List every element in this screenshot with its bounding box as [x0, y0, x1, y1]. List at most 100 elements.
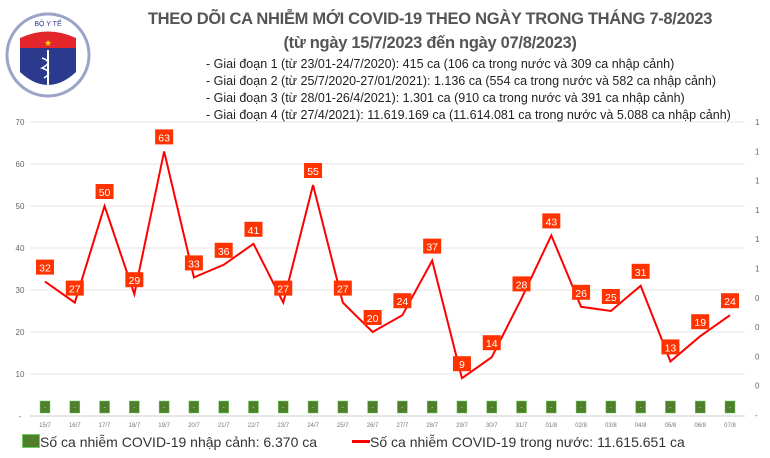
svg-text:BỘ Y TẾ: BỘ Y TẾ [34, 18, 62, 28]
point-label-box [691, 314, 710, 330]
x-tick-label: 01/8 [545, 423, 557, 429]
bar-data-label: - [134, 405, 136, 411]
point-label-box [393, 293, 412, 309]
x-tick-label: 15/7 [39, 423, 51, 429]
legend-imported: Số ca nhiễm COVID-19 nhập cảnh: 6.370 ca [22, 434, 317, 450]
left-tick-label: 70 [16, 118, 25, 127]
bar-imported [218, 400, 229, 414]
bar-imported [546, 400, 557, 414]
bar-imported [188, 400, 200, 414]
point-label: 14 [486, 338, 498, 350]
left-tick-label: 20 [16, 328, 25, 337]
x-tick-label: 25/7 [337, 423, 349, 429]
point-label: 27 [277, 284, 289, 296]
left-tick-label: 30 [16, 286, 25, 295]
bar-imported [99, 400, 110, 414]
point-label: 41 [248, 225, 260, 237]
bar-data-label: - [223, 405, 225, 411]
right-tick-label: 0 [755, 294, 760, 303]
right-tick-label: 0 [755, 352, 760, 361]
right-tick-label: 0 [755, 382, 760, 391]
svg-text:★: ★ [44, 38, 52, 48]
point-label: 31 [635, 267, 647, 279]
bar-data-label: - [610, 405, 612, 411]
bar-data-label: - [282, 405, 284, 411]
point-label-box [244, 221, 263, 237]
bar-data-label: - [491, 405, 493, 411]
left-tick-label: - [19, 412, 22, 421]
point-label-box [333, 280, 352, 296]
point-label: 24 [397, 296, 409, 308]
point-label: 43 [545, 216, 557, 228]
point-label: 28 [516, 279, 528, 291]
bar-imported [665, 400, 676, 414]
point-label: 63 [158, 132, 170, 144]
legend-swatch-green [22, 434, 40, 448]
right-tick-label: 0 [755, 323, 760, 332]
left-tick-label: 50 [16, 202, 25, 211]
bar-imported [158, 400, 170, 414]
x-tick-label: 07/8 [724, 423, 736, 429]
bar-imported [635, 400, 646, 414]
x-tick-label: 27/7 [397, 423, 409, 429]
point-label-box [512, 276, 531, 292]
right-tick-label: 1 [755, 147, 760, 156]
right-tick-label: 1 [755, 235, 760, 244]
point-label-box [542, 213, 561, 229]
point-label-box [423, 238, 442, 254]
point-label-box [601, 289, 620, 304]
bar-data-label: - [74, 405, 76, 411]
left-tick-label: 40 [16, 244, 25, 253]
x-tick-label: 16/7 [69, 423, 81, 429]
point-label: 25 [605, 292, 617, 304]
point-label: 36 [218, 246, 230, 258]
bar-data-label: - [104, 405, 106, 411]
legend-swatch-red [352, 440, 370, 443]
point-label-box [631, 263, 650, 279]
point-label-box [661, 339, 680, 355]
x-tick-label: 19/7 [158, 423, 170, 429]
x-tick-label: 04/8 [635, 423, 647, 429]
point-label: 9 [459, 359, 465, 371]
point-label: 19 [694, 317, 706, 329]
x-tick-label: 06/8 [694, 423, 706, 429]
x-tick-label: 18/7 [129, 423, 141, 429]
point-label-box [452, 356, 471, 372]
phase-3-note: - Giai đoạn 3 (từ 28/01-26/4/2021): 1.30… [206, 91, 685, 105]
point-label-box [65, 280, 84, 296]
point-label: 33 [188, 258, 200, 270]
left-tick-label: 60 [16, 160, 25, 169]
x-tick-label: 24/7 [307, 423, 319, 429]
point-label: 26 [575, 288, 587, 300]
legend-imported-label: Số ca nhiễm COVID-19 nhập cảnh: 6.370 ca [40, 434, 318, 450]
bar-imported [605, 400, 617, 414]
point-label-box [125, 272, 144, 288]
point-label: 24 [724, 296, 736, 308]
phase-2-note: - Giai đoạn 2 (từ 25/7/2020-27/01/2021):… [206, 74, 716, 88]
bar-data-label: - [699, 405, 701, 411]
x-tick-label: 28/7 [426, 423, 438, 429]
bar-imported [694, 400, 706, 414]
point-label-box [36, 259, 54, 275]
ministry-logo: BỘ Y TẾ ★ [5, 12, 91, 98]
bar-imported [575, 400, 587, 414]
x-tick-label: 02/8 [575, 423, 587, 429]
point-label-box [274, 280, 293, 296]
point-label-box [482, 335, 501, 351]
bar-imported [129, 400, 140, 414]
bar-data-label: - [402, 405, 404, 411]
bar-data-label: - [342, 405, 344, 411]
right-tick-label: 1 [755, 206, 760, 215]
point-label-box [304, 163, 323, 178]
chart-subtitle: (từ ngày 15/7/2023 đến ngày 07/8/2023) [283, 34, 577, 52]
bar-data-label: - [729, 405, 731, 411]
left-tick-label: 10 [16, 370, 25, 379]
point-label: 27 [69, 284, 81, 296]
bar-imported [724, 400, 736, 414]
bar-data-label: - [640, 405, 642, 411]
bar-imported [516, 400, 527, 414]
bar-imported [337, 400, 349, 414]
right-tick-label: - [755, 411, 758, 420]
bar-data-label: - [193, 405, 195, 411]
